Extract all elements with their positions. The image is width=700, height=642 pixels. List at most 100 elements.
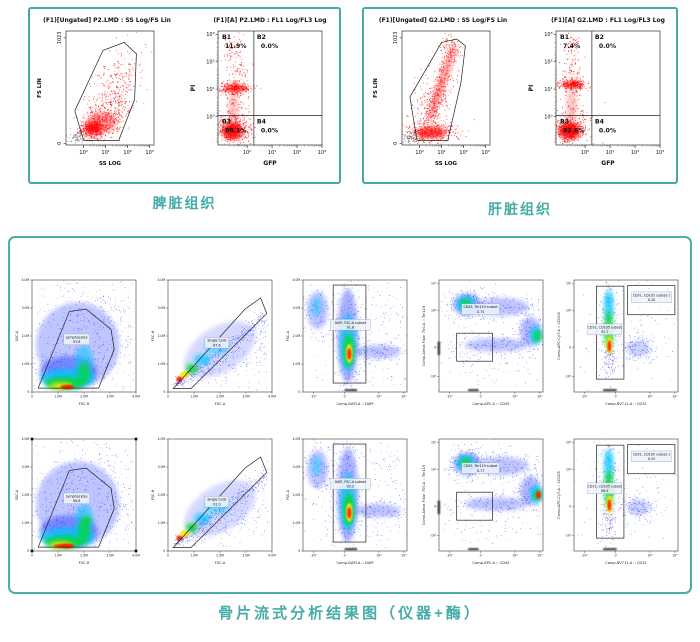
gate-label-value: 0.25 [648, 457, 655, 461]
y-tick: 1.0M [22, 521, 30, 525]
x-tick: 0 [167, 553, 169, 557]
y-axis-label: FSC-A [286, 330, 290, 341]
x-tick: 0 [31, 394, 33, 398]
x-tick: 10⁴ [512, 394, 518, 398]
x-tick: 10² [459, 150, 467, 156]
y-tick: 1.0M [293, 362, 301, 366]
y-tick: 1.0M [22, 362, 30, 366]
x-tick: 10⁵ [537, 394, 543, 398]
density-hotspots [627, 499, 650, 516]
y-tick: 4.0M [293, 437, 301, 441]
y-tick: 0 [434, 504, 436, 508]
gate-label-value: 93.8 [73, 340, 80, 344]
gate-dapi-fsc-a-subset [332, 443, 367, 543]
y-tick: 10³ [206, 32, 214, 38]
x-tick: -10³ [310, 553, 317, 557]
quad-B4: B4 [257, 118, 267, 125]
plot-title: (F1)[Ungated] G2.LMD : SS Log/FS Lin [379, 17, 507, 24]
event-dots [402, 32, 475, 145]
y-tick: 10⁴ [431, 467, 437, 471]
y-tick: 0 [434, 345, 436, 349]
quad-B1-pct: 11.9% [225, 43, 246, 50]
x-axis-label: GFP [263, 160, 277, 167]
y-tick: 3.0M [22, 465, 30, 469]
y-tick: 10⁰ [206, 114, 214, 120]
x-axis-label: Comp-DAPI-A :: DAPI [337, 561, 374, 565]
y-tick: 3.0M [157, 465, 165, 469]
x-tick: 10² [293, 150, 301, 156]
x-tick: 3.0M [242, 553, 250, 557]
spleen-panel: (F1)[Ungated] P2.LMD : SS Log/FS Lin 1023… [28, 7, 341, 184]
quad-B1: B1 [560, 34, 569, 41]
quad-B4-pct: 0.0% [261, 127, 278, 134]
x-tick: 10⁴ [647, 553, 653, 557]
y-tick: 10² [544, 60, 552, 66]
gate-label-value: 91.0 [213, 503, 220, 507]
x-tick: -10³ [446, 394, 453, 398]
y-tick: 0 [163, 390, 165, 394]
x-axis-label: FSC-H [79, 561, 90, 565]
x-tick: 4.0M [132, 394, 140, 398]
quad-B2: B2 [595, 34, 604, 41]
x-tick: 10⁴ [376, 553, 382, 557]
y-tick: -10³ [565, 374, 572, 378]
y-axis-label: Comp-Alexa Fluor 700-A :: Ter119 [422, 305, 426, 366]
y-tick: 0 [163, 549, 165, 553]
x-tick: 10³ [656, 150, 664, 156]
y-tick: 10⁰ [544, 114, 552, 120]
x-tick: 10² [631, 150, 639, 156]
plot-title: (F1)[A] P2.LMD : FL1 Log/FL3 Log [213, 17, 326, 24]
x-tick: 0 [615, 394, 617, 398]
x-tick: 10⁴ [376, 394, 382, 398]
gate-label-name: DAPI, FSC-A subset [335, 480, 367, 484]
y-tick: 2.0M [157, 493, 165, 497]
gate-label-value: 93.2 [347, 485, 354, 489]
x-tick: 10⁰ [415, 150, 423, 156]
quad-B1-pct: 7.4% [563, 43, 580, 50]
y-tick: 0 [57, 142, 63, 145]
y-tick: 10³ [544, 32, 552, 38]
quad-B3-pct: 92.6% [563, 127, 584, 134]
y-axis-label: Comp-APC-Cy7-A :: CD105 [557, 312, 561, 360]
bone-chip-panel: Lymphocytes 93.8 4.0M 3.0M 2.0M 1.0M 0 0 1.0M 2.0… [8, 236, 692, 594]
quad-B3: B3 [560, 118, 569, 125]
y-tick: 3.0M [157, 306, 165, 310]
gate-label-name: Lymphocytes [66, 335, 88, 339]
quad-B4: B4 [595, 118, 605, 125]
y-tick: 10² [206, 60, 214, 66]
x-tick: 10⁰ [243, 150, 251, 156]
gate-cd45-ter119-subset [455, 491, 493, 521]
y-tick: 10⁵ [431, 440, 437, 444]
density-hotspots [40, 344, 95, 390]
y-tick: 3.0M [22, 306, 30, 310]
gate-label-value: 88.9 [601, 489, 608, 493]
x-tick: 3.0M [242, 394, 250, 398]
gate-cd31-cd105-subset-1 [627, 285, 676, 316]
x-tick: 10⁵ [672, 553, 678, 557]
y-tick: 10⁵ [566, 281, 572, 285]
x-axis-label: GFP [601, 160, 615, 167]
gate-label-name: Lymphocytes [66, 494, 88, 498]
y-tick: 2.0M [22, 334, 30, 338]
y-tick: 0 [393, 142, 399, 145]
y-axis-label: PI [190, 85, 197, 92]
x-tick: 2.0M [80, 553, 88, 557]
x-tick: 0 [344, 394, 346, 398]
plot-title: (F1)[Ungated] P2.LMD : SS Log/FS Lin [43, 17, 171, 24]
x-tick: 2.0M [80, 394, 88, 398]
y-tick: 4.0M [22, 278, 30, 282]
y-tick: 10⁴ [566, 467, 572, 471]
y-tick: 4.0M [157, 278, 165, 282]
quad-B4-pct: 0.0% [599, 127, 616, 134]
x-tick: 10⁰ [79, 150, 87, 156]
gate-label-name: Single Cells [207, 339, 226, 343]
gate-dapi-fsc-a-subset [332, 284, 367, 384]
spleen-caption: 脾脏组织 [152, 195, 217, 211]
x-tick: 10⁴ [512, 553, 518, 557]
y-axis-label: SSC-A [15, 330, 19, 341]
x-tick: 1.0M [190, 394, 198, 398]
